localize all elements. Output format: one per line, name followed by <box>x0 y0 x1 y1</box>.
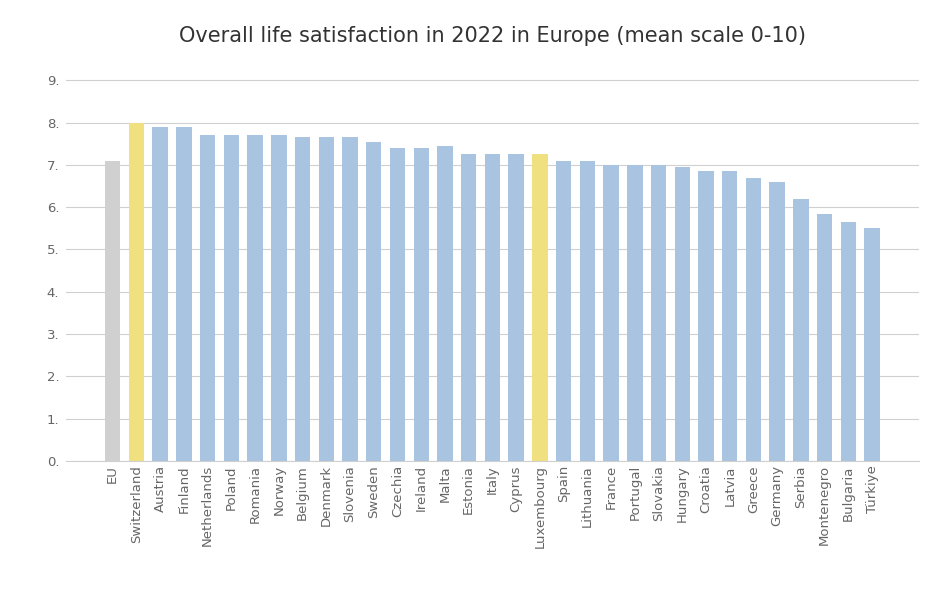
Bar <box>318 137 334 461</box>
Bar <box>176 127 191 461</box>
Bar <box>414 148 429 461</box>
Bar <box>817 213 832 461</box>
Bar <box>509 154 524 461</box>
Bar <box>223 135 239 461</box>
Bar <box>295 137 311 461</box>
Bar <box>438 146 453 461</box>
Bar <box>627 165 642 461</box>
Bar <box>532 154 547 461</box>
Bar <box>674 167 690 461</box>
Bar <box>343 137 358 461</box>
Bar <box>746 177 761 461</box>
Bar <box>485 154 500 461</box>
Bar <box>247 135 263 461</box>
Bar <box>105 161 120 461</box>
Bar <box>580 161 595 461</box>
Bar <box>461 154 476 461</box>
Bar <box>698 171 714 461</box>
Bar <box>651 165 667 461</box>
Bar <box>366 142 382 461</box>
Bar <box>794 199 809 461</box>
Bar <box>390 148 405 461</box>
Bar <box>129 122 144 461</box>
Bar <box>770 182 785 461</box>
Bar <box>152 127 168 461</box>
Bar <box>603 165 618 461</box>
Bar <box>271 135 287 461</box>
Bar <box>556 161 571 461</box>
Bar <box>841 222 856 461</box>
Bar <box>865 228 880 461</box>
Title: Overall life satisfaction in 2022 in Europe (mean scale 0-10): Overall life satisfaction in 2022 in Eur… <box>179 27 806 47</box>
Bar <box>200 135 215 461</box>
Bar <box>722 171 738 461</box>
